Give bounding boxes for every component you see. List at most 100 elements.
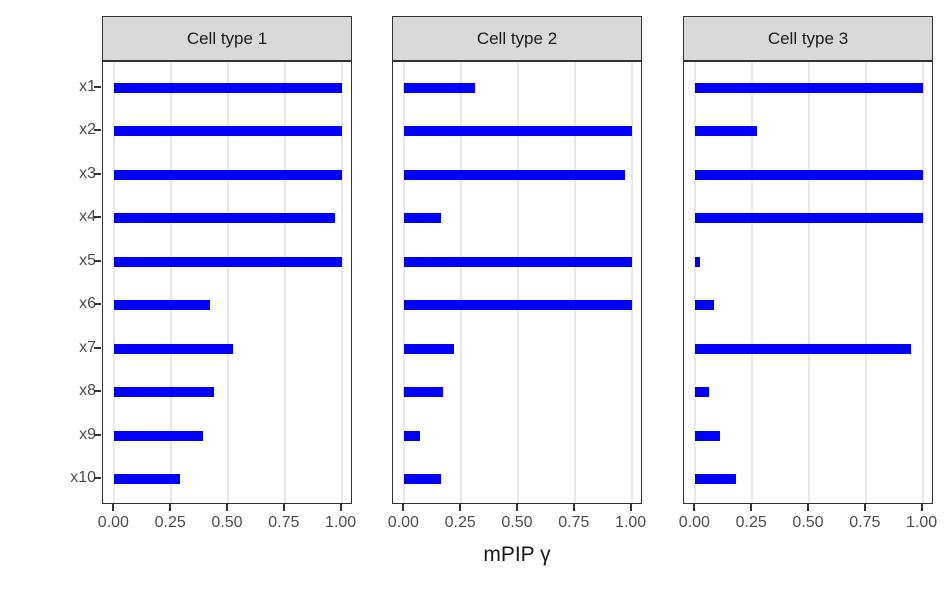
- x-gridline: [864, 62, 867, 503]
- bar: [114, 430, 203, 441]
- facet-title: Cell type 1: [186, 28, 268, 48]
- y-axis-tick-label: x8: [79, 382, 96, 400]
- y-axis-tick-label: x7: [79, 338, 96, 356]
- bar: [695, 430, 721, 441]
- x-axis-tick: [693, 504, 696, 511]
- bar: [114, 83, 342, 94]
- x-axis-tick-label: 0.50: [501, 514, 533, 531]
- x-gridline: [630, 62, 633, 503]
- x-gridline: [170, 62, 173, 503]
- x-axis-tick: [750, 504, 753, 511]
- x-axis-tick-label: 0.25: [154, 514, 186, 531]
- x-gridline: [283, 62, 286, 503]
- facet-title: Cell type 2: [476, 28, 558, 48]
- y-axis-tick-label: x2: [79, 121, 96, 139]
- x-axis-tick: [572, 504, 575, 511]
- x-axis-tick-label: 1.00: [325, 514, 357, 531]
- facet-title: Cell type 3: [767, 28, 849, 48]
- x-axis-tick: [459, 504, 462, 511]
- x-axis-tick-label: 0.50: [211, 514, 243, 531]
- bar: [404, 430, 421, 441]
- x-axis-tick: [169, 504, 172, 511]
- bar: [695, 256, 700, 267]
- y-axis-tick: [94, 346, 101, 349]
- y-axis-tick-label: x4: [79, 208, 96, 226]
- x-axis-title: mPIP γ: [483, 543, 551, 566]
- bar: [404, 473, 441, 484]
- y-axis-tick: [94, 216, 101, 219]
- x-gridline: [340, 62, 343, 503]
- y-axis-tick: [94, 86, 101, 89]
- bar: [695, 213, 923, 224]
- x-axis-tick-label: 0.25: [735, 514, 767, 531]
- bar: [114, 256, 342, 267]
- x-axis-tick-label: 1.00: [615, 514, 647, 531]
- y-axis-tick: [94, 129, 101, 132]
- x-axis-tick: [112, 504, 115, 511]
- facet-strip: Cell type 1: [102, 16, 352, 61]
- bar: [404, 169, 625, 180]
- y-axis-tick-label: x5: [79, 251, 96, 269]
- y-axis-tick-label: x10: [70, 468, 96, 486]
- x-gridline: [113, 62, 116, 503]
- bar: [114, 126, 342, 137]
- bar: [114, 387, 215, 398]
- x-gridline: [573, 62, 576, 503]
- x-axis-tick-label: 0.00: [387, 514, 419, 531]
- x-axis-tick: [515, 504, 518, 511]
- bar: [695, 343, 912, 354]
- x-axis-tick: [629, 504, 632, 511]
- x-axis-tick: [282, 504, 285, 511]
- bar: [695, 473, 737, 484]
- bar: [404, 83, 475, 94]
- x-axis-tick: [225, 504, 228, 511]
- x-gridline: [516, 62, 519, 503]
- facet-strip: Cell type 2: [392, 16, 642, 61]
- x-gridline: [694, 62, 697, 503]
- bar: [404, 126, 632, 137]
- y-axis-tick: [94, 303, 101, 306]
- bar: [114, 213, 335, 224]
- bar: [404, 343, 455, 354]
- bar: [114, 300, 210, 311]
- facet-panel: [683, 61, 933, 504]
- bar: [695, 169, 923, 180]
- x-axis-tick: [339, 504, 342, 511]
- x-axis-tick: [920, 504, 923, 511]
- x-axis-tick-label: 0.75: [558, 514, 590, 531]
- y-axis-tick: [94, 433, 101, 436]
- bar: [404, 300, 632, 311]
- y-axis-tick: [94, 172, 101, 175]
- x-axis-tick-label: 0.00: [97, 514, 129, 531]
- y-axis-tick: [94, 390, 101, 393]
- x-gridline: [226, 62, 229, 503]
- bar: [114, 473, 181, 484]
- x-axis-tick-label: 0.75: [849, 514, 881, 531]
- x-axis-tick-label: 0.00: [678, 514, 710, 531]
- x-axis-tick-label: 0.50: [792, 514, 824, 531]
- x-axis-tick-label: 0.75: [268, 514, 300, 531]
- x-gridline: [921, 62, 924, 503]
- x-axis-tick: [402, 504, 405, 511]
- bar: [695, 83, 923, 94]
- bar: [695, 300, 714, 311]
- x-axis-tick: [863, 504, 866, 511]
- x-gridline: [751, 62, 754, 503]
- x-gridline: [460, 62, 463, 503]
- bar: [404, 387, 443, 398]
- bar: [695, 126, 757, 137]
- bar: [404, 213, 441, 224]
- facet-panel: [392, 61, 642, 504]
- y-axis-tick-label: x6: [79, 295, 96, 313]
- x-axis-tick-label: 1.00: [906, 514, 938, 531]
- bar: [695, 387, 709, 398]
- x-gridline: [807, 62, 810, 503]
- y-axis-tick-label: x9: [79, 425, 96, 443]
- facet-strip: Cell type 3: [683, 16, 933, 61]
- y-axis-tick-label: x1: [79, 78, 96, 96]
- bar: [114, 169, 342, 180]
- facet-panel: [102, 61, 352, 504]
- x-gridline: [403, 62, 406, 503]
- bar: [404, 256, 632, 267]
